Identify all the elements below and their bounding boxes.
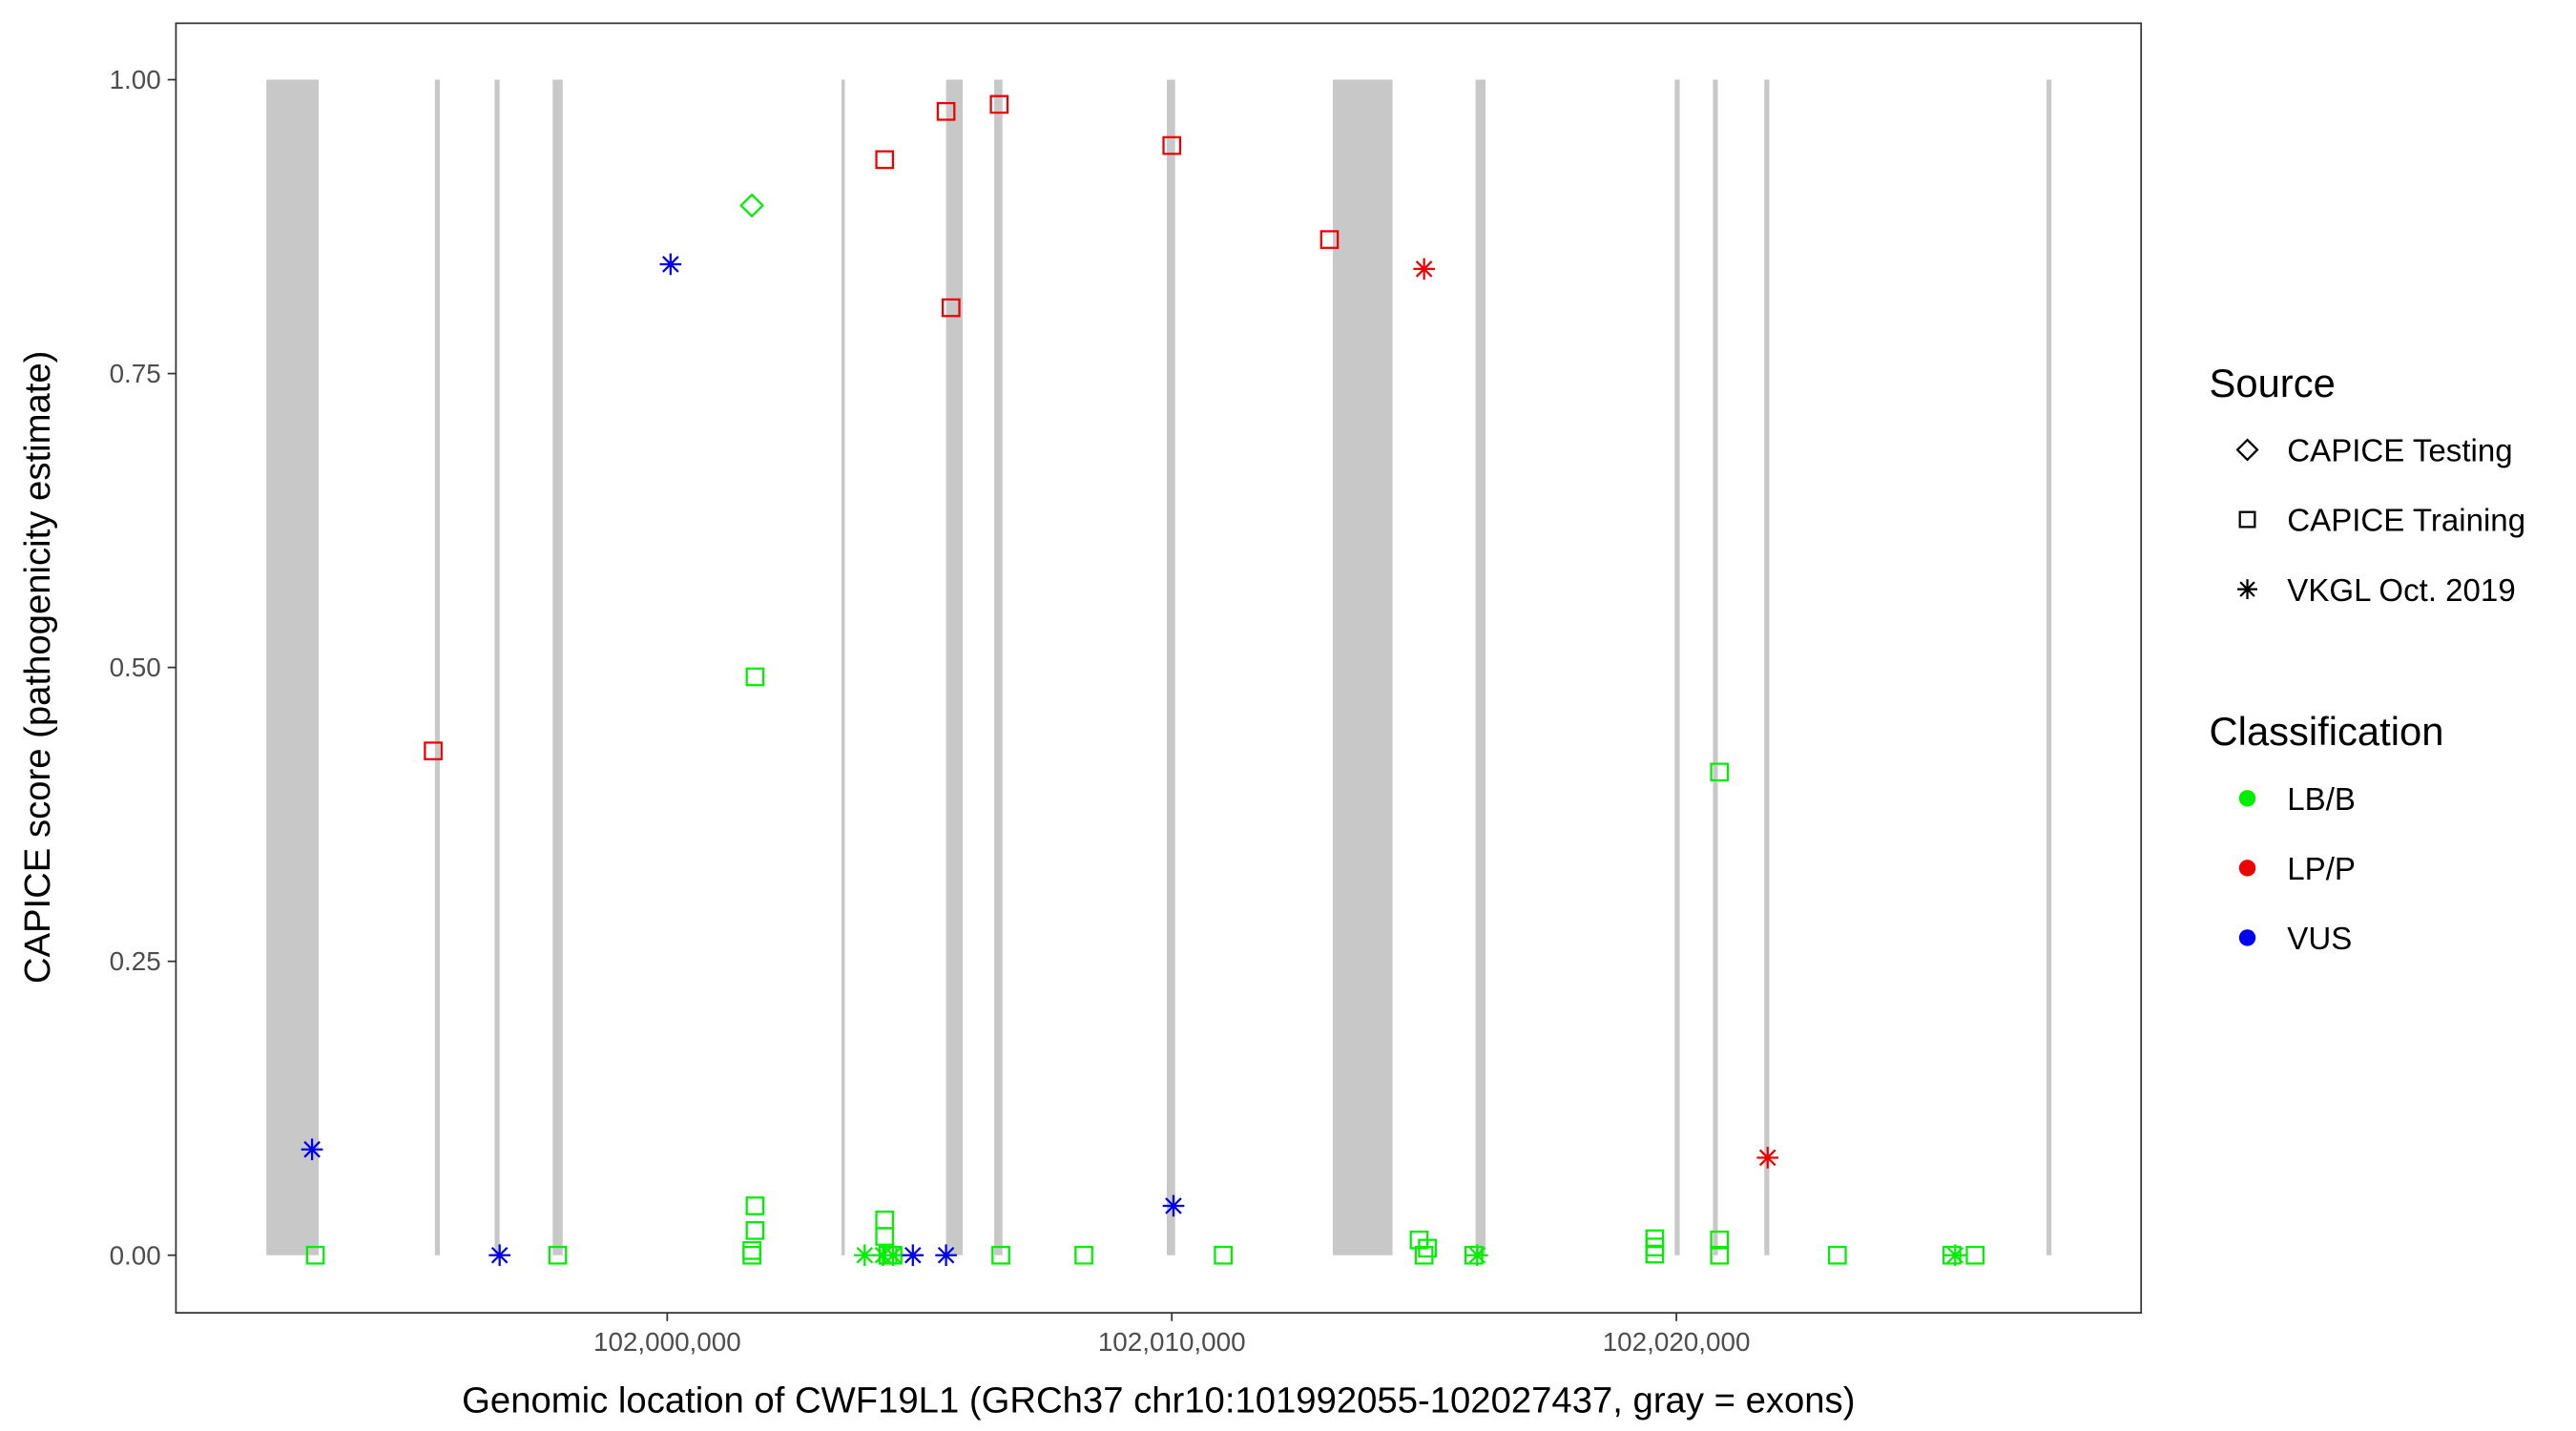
point (1413, 258, 1435, 280)
y-tick-label: 1.00 (110, 65, 161, 94)
y-tick-label: 0.25 (110, 946, 161, 976)
exon (1764, 79, 1770, 1255)
point (745, 667, 765, 687)
plot-frame (175, 22, 2143, 1314)
y-tick-label: 0.50 (110, 653, 161, 682)
point (548, 1245, 568, 1265)
point (1074, 1245, 1093, 1265)
legend-symbol (2238, 510, 2256, 529)
y-tick-label: 0.00 (110, 1240, 161, 1270)
legend-label: VKGL Oct. 2019 (2287, 573, 2515, 609)
exon (994, 79, 1003, 1255)
exon (841, 79, 845, 1255)
point (1162, 1194, 1185, 1217)
point (488, 1244, 510, 1267)
point (305, 1245, 325, 1265)
legend-label: LP/P (2287, 852, 2356, 887)
point (739, 193, 765, 218)
exon (1166, 79, 1175, 1255)
point (875, 150, 895, 170)
point (902, 1244, 924, 1267)
point (1418, 1238, 1437, 1258)
point (1645, 1244, 1665, 1264)
point (1710, 1230, 1730, 1250)
exon (434, 79, 440, 1255)
exon (1713, 79, 1718, 1255)
legend-label: CAPICE Testing (2287, 434, 2512, 469)
point (1944, 1244, 1966, 1267)
point (936, 101, 956, 121)
exon (1332, 79, 1393, 1255)
point (1710, 1245, 1730, 1265)
exon (945, 79, 964, 1255)
point (1162, 135, 1182, 156)
point (659, 253, 682, 276)
point (1756, 1147, 1779, 1169)
exon (494, 79, 500, 1255)
y-tick-label: 0.75 (110, 359, 161, 388)
exon (2046, 79, 2052, 1255)
exon (1674, 79, 1680, 1255)
exon (1475, 79, 1486, 1255)
legend-title: Source (2210, 361, 2336, 405)
point (424, 741, 443, 760)
x-axis-title: Genomic location of CWF19L1 (GRCh37 chr1… (462, 1379, 1855, 1421)
legend-symbol (2238, 790, 2256, 807)
legend-symbol (2238, 929, 2256, 946)
point (745, 1221, 765, 1240)
y-axis-title: CAPICE score (pathogenicity estimate) (17, 351, 58, 985)
legend: Source Classification CAPICE Testing CAPI… (2210, 361, 2526, 957)
point (854, 1244, 876, 1267)
point (935, 1244, 957, 1267)
legend-symbol (2237, 579, 2257, 600)
x-tick-label: 102,020,000 (1603, 1327, 1751, 1357)
point (1319, 230, 1340, 249)
point (301, 1138, 323, 1161)
point (745, 1196, 765, 1215)
point (989, 94, 1009, 114)
legend-symbol (2238, 860, 2256, 877)
point (882, 1244, 904, 1267)
exon (552, 79, 563, 1255)
point (1965, 1245, 1985, 1265)
point (1414, 1245, 1434, 1265)
point (1710, 762, 1730, 782)
point (1214, 1245, 1233, 1265)
x-tick-label: 102,010,000 (1098, 1327, 1246, 1357)
point (1827, 1245, 1847, 1265)
point (942, 298, 961, 318)
exon (266, 79, 320, 1255)
legend-title: Classification (2210, 709, 2444, 754)
point (991, 1245, 1010, 1265)
plot-area (266, 79, 2052, 1267)
point (1466, 1244, 1488, 1267)
x-tick-label: 102,000,000 (593, 1327, 741, 1357)
legend-label: VUS (2287, 922, 2352, 957)
legend-label: CAPICE Training (2287, 504, 2525, 539)
legend-label: LB/B (2287, 782, 2356, 818)
point (742, 1240, 761, 1260)
legend-symbol (2235, 438, 2259, 462)
point (875, 1227, 895, 1246)
